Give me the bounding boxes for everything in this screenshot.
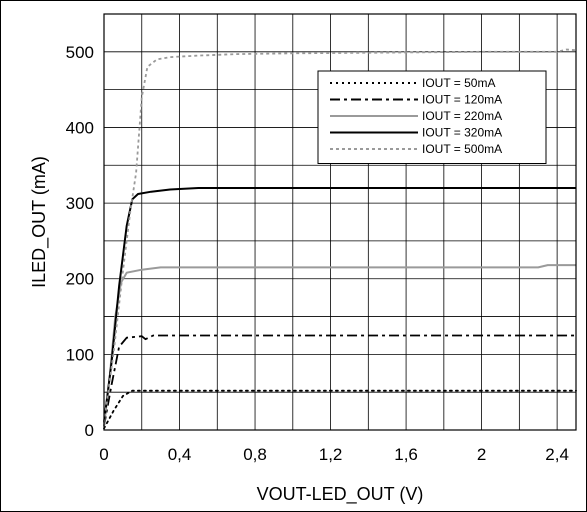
series-line-4 xyxy=(103,187,576,423)
tick-labels: 0 0,4 0,8 1,2 1,6 2 2,4 0 100 200 300 400 500 xyxy=(66,43,569,464)
y-tick-label: 400 xyxy=(66,118,94,137)
series-line-1 xyxy=(103,389,577,430)
x-tick-label: 1,6 xyxy=(394,445,418,464)
x-tick-label: 0,4 xyxy=(168,445,192,464)
series-group xyxy=(103,48,577,430)
x-tick-label: 2 xyxy=(477,445,486,464)
y-axis-title: ILED_OUT (mA) xyxy=(29,156,50,288)
legend-label: IOUT = 320mA xyxy=(422,126,502,140)
y-tick-label: 200 xyxy=(66,270,94,289)
y-tick-label: 0 xyxy=(85,421,94,440)
x-tick-label: 0,8 xyxy=(243,445,267,464)
x-tick-label: 0 xyxy=(99,445,108,464)
legend-label: IOUT = 220mA xyxy=(422,109,502,123)
legend-label: IOUT = 50mA xyxy=(422,76,495,90)
x-axis-title: VOUT-LED_OUT (V) xyxy=(257,484,424,505)
x-tick-label: 2,4 xyxy=(545,445,569,464)
legend-label: IOUT = 500mA xyxy=(422,142,502,156)
legend-label: IOUT = 120mA xyxy=(422,93,502,107)
y-tick-label: 300 xyxy=(66,194,94,213)
y-tick-label: 500 xyxy=(66,43,94,62)
x-tick-label: 1,2 xyxy=(319,445,343,464)
plot-frame xyxy=(103,13,577,431)
series-line-5 xyxy=(103,48,577,423)
legend: IOUT = 50mA IOUT = 120mA IOUT = 220mA IOUT … xyxy=(317,70,547,164)
y-tick-label: 100 xyxy=(66,345,94,364)
